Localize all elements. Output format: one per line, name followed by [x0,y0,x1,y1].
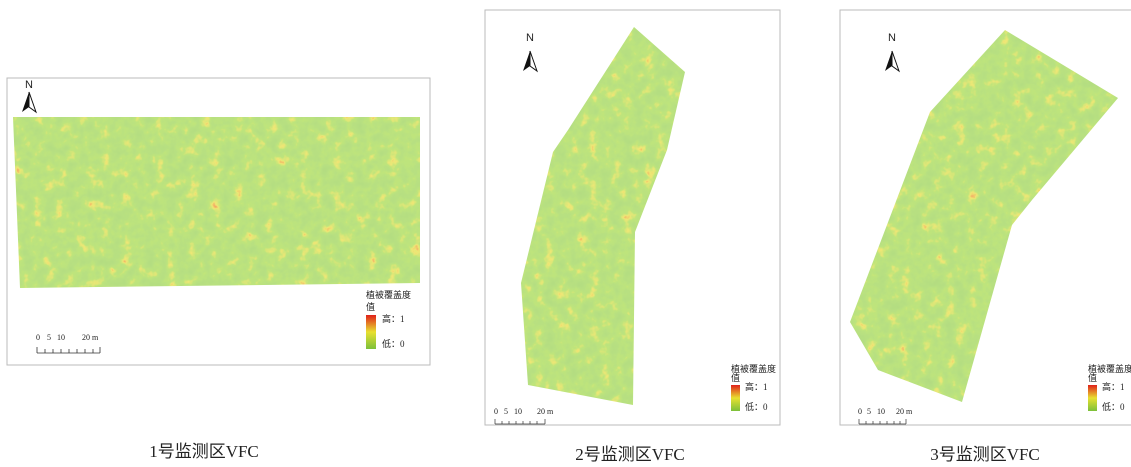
legend-low: 低：0 [745,401,768,412]
legend-high: 高：1 [382,313,405,324]
scale-label: 20 m [82,333,99,342]
panel-3: N 植被覆盖度 值 高：1 低：0 0 5 10 20 m [840,10,1131,425]
legend-colorbar [366,315,376,349]
scale-label: 10 [57,333,65,342]
scale-label: 0 [858,407,862,416]
caption: 1号监测区VFC [149,442,259,461]
legend-high: 高：1 [745,381,768,392]
north-label: N [25,79,33,91]
legend-low: 低：0 [382,338,405,349]
legend-title: 值 [731,372,740,383]
legend-low: 低：0 [1102,401,1125,412]
panel-2: N 植被覆盖度 值 高：1 低：0 0 5 10 20 m [485,10,780,425]
legend-high: 高：1 [1102,381,1125,392]
scale-label: 10 [514,407,522,416]
scale-label: 20 m [896,407,913,416]
scale-label: 0 [494,407,498,416]
figure: N 植被覆盖度 值 高：1 低：0 0 5 10 20 m N 植被覆盖度 值 … [0,0,1131,467]
north-label: N [888,32,896,44]
legend-title: 值 [366,301,375,312]
vfc-map [13,117,420,288]
scale-label: 5 [504,407,508,416]
scale-label: 5 [867,407,871,416]
legend-colorbar [731,385,740,411]
caption: 2号监测区VFC [575,445,685,464]
scale-label: 0 [36,333,40,342]
north-label: N [526,32,534,44]
panel-1: N 植被覆盖度 值 高：1 低：0 0 5 10 20 m [7,78,430,365]
legend-colorbar [1088,385,1097,411]
legend-title: 值 [1088,372,1097,383]
scale-label: 5 [47,333,51,342]
legend-title: 植被覆盖度 [366,289,411,300]
caption: 3号监测区VFC [930,445,1040,464]
scale-label: 20 m [537,407,554,416]
scale-label: 10 [877,407,885,416]
